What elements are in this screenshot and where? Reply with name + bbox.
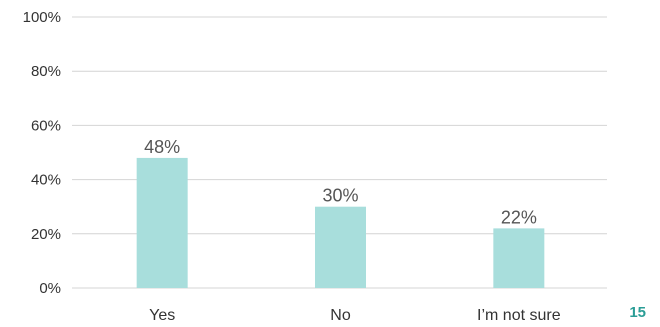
y-tick-label: 60% xyxy=(31,117,61,134)
data-label: 22% xyxy=(501,207,537,227)
y-axis-ticks: 0% 20% 40% 60% 80% 100% xyxy=(23,9,61,297)
y-tick-label: 100% xyxy=(23,9,61,26)
x-tick-label: I’m not sure xyxy=(477,307,561,324)
y-tick-label: 40% xyxy=(31,172,61,189)
x-tick-label: No xyxy=(330,307,351,324)
bar xyxy=(315,206,366,288)
data-label: 48% xyxy=(144,137,180,157)
y-tick-label: 80% xyxy=(31,63,61,80)
data-label: 30% xyxy=(322,186,358,206)
y-tick-label: 0% xyxy=(39,280,61,297)
x-tick-label: Yes xyxy=(149,307,175,324)
bars xyxy=(136,157,545,288)
y-tick-label: 20% xyxy=(31,226,61,243)
data-labels: 48% 30% 22% xyxy=(144,137,537,227)
x-axis-labels: Yes No I’m not sure xyxy=(149,307,561,324)
bar xyxy=(493,228,545,288)
bar xyxy=(136,157,188,288)
page-number: 15 xyxy=(629,304,646,321)
